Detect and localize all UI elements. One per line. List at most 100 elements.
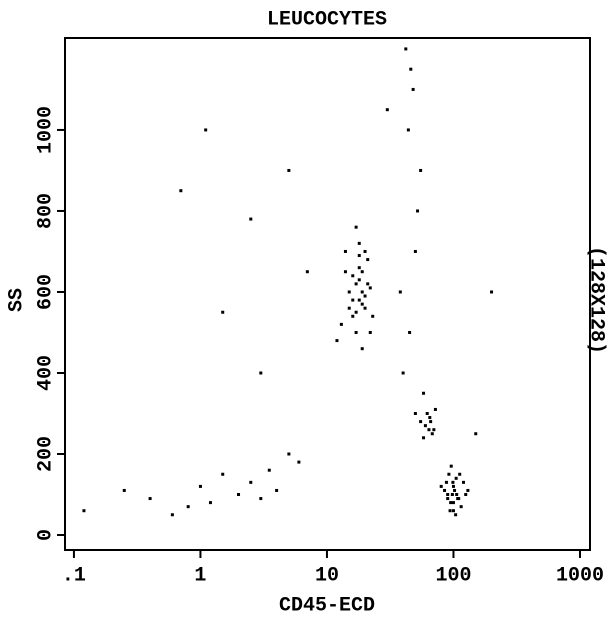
data-point [354, 225, 358, 229]
data-point [363, 306, 367, 310]
data-point [267, 468, 271, 472]
data-point [451, 480, 455, 484]
data-point [360, 290, 364, 294]
data-point [198, 484, 202, 488]
data-point [454, 476, 458, 480]
data-point [354, 330, 358, 334]
x-tick-label: .1 [62, 564, 86, 587]
data-point [428, 416, 432, 420]
data-point [354, 282, 358, 286]
y-tick-label: 600 [34, 274, 57, 310]
y-axis-label: SS [5, 288, 28, 312]
data-point [275, 488, 279, 492]
data-point [422, 391, 426, 395]
data-point [413, 249, 417, 253]
data-point [186, 505, 190, 509]
data-point [287, 452, 291, 456]
data-point [259, 497, 263, 501]
y-tick-label: 0 [34, 529, 57, 541]
data-point [398, 290, 402, 294]
data-point [419, 420, 423, 424]
data-point [408, 330, 412, 334]
data-point [451, 509, 455, 513]
data-point [204, 128, 208, 132]
data-point [449, 501, 453, 505]
data-point [490, 290, 494, 294]
data-point [450, 493, 454, 497]
data-point [466, 488, 470, 492]
data-point [249, 217, 253, 221]
data-point [357, 298, 361, 302]
data-point [179, 189, 183, 193]
data-point [221, 472, 225, 476]
data-point [287, 168, 291, 172]
plot-frame [64, 37, 591, 551]
data-point [368, 286, 372, 290]
data-point [425, 411, 429, 415]
data-point [237, 493, 241, 497]
y-tick-label: 800 [34, 193, 57, 229]
y-tick-label: 400 [34, 355, 57, 391]
data-point [464, 493, 468, 497]
data-point [453, 488, 457, 492]
data-point [249, 480, 253, 484]
data-point [343, 249, 347, 253]
data-point [451, 484, 455, 488]
data-point [447, 472, 451, 476]
data-point [335, 339, 339, 343]
data-point [170, 513, 174, 517]
data-point [357, 278, 361, 282]
x-tick-label: 1 [194, 564, 206, 587]
data-point [305, 270, 309, 274]
data-point [347, 306, 351, 310]
data-point [419, 168, 423, 172]
data-point [449, 464, 453, 468]
data-point [423, 424, 427, 428]
data-point [351, 314, 355, 318]
data-point [446, 493, 450, 497]
y-tick-label: 1000 [34, 106, 57, 154]
data-point [82, 509, 86, 513]
data-point [208, 501, 212, 505]
data-point [339, 322, 343, 326]
data-point [458, 472, 462, 476]
data-point [385, 108, 389, 112]
data-point [122, 488, 126, 492]
data-point [443, 488, 447, 492]
data-point [351, 298, 355, 302]
data-point [409, 67, 413, 71]
y-tick-label: 200 [34, 436, 57, 472]
data-point [366, 282, 370, 286]
data-point [461, 480, 465, 484]
data-point [357, 241, 361, 245]
data-point [360, 270, 364, 274]
data-point [363, 249, 367, 253]
data-point [455, 493, 459, 497]
data-point [354, 310, 358, 314]
data-point [429, 420, 433, 424]
data-point [343, 270, 347, 274]
data-point [360, 302, 364, 306]
data-point [363, 294, 367, 298]
x-tick-label: 100 [435, 564, 471, 587]
data-point [432, 428, 436, 432]
data-point [422, 436, 426, 440]
data-point [351, 274, 355, 278]
data-point [439, 484, 443, 488]
data-point [357, 254, 361, 258]
data-point [456, 497, 460, 501]
data-point [404, 47, 408, 51]
data-point [451, 501, 455, 505]
data-point [448, 509, 452, 513]
data-point [411, 87, 415, 91]
data-point [259, 371, 263, 375]
data-point [416, 209, 420, 213]
data-point [430, 432, 434, 436]
data-point [347, 290, 351, 294]
data-point [297, 460, 301, 464]
data-point [371, 314, 375, 318]
x-tick-label: 1000 [556, 564, 604, 587]
data-point [401, 371, 405, 375]
chart-title: LEUCOCYTES [267, 8, 387, 31]
